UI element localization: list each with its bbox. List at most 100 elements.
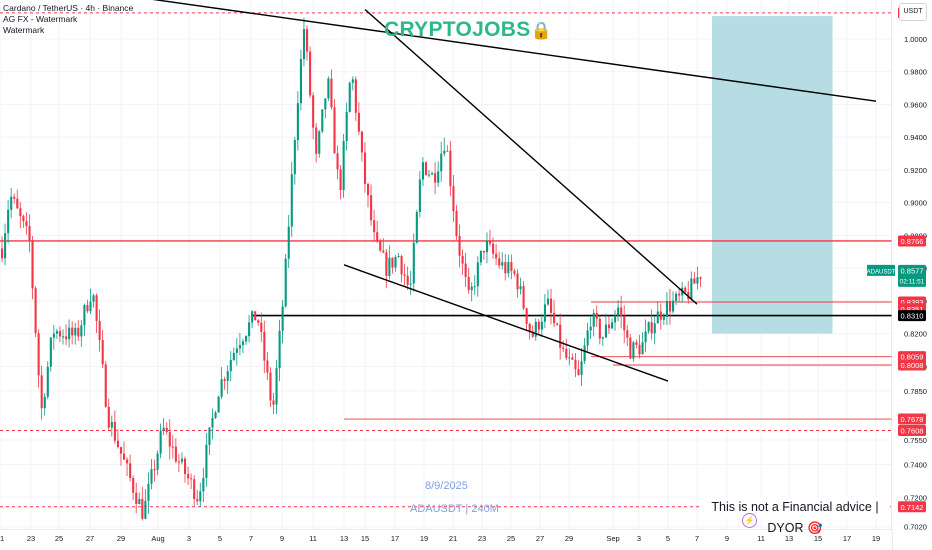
candle-body [565,348,568,358]
candle-body [318,131,321,154]
candle-body [184,458,187,475]
candle-body [348,82,351,112]
candle-body [586,330,589,346]
price-label-text: 0.8008 [901,361,924,370]
candle-body [668,301,672,312]
price-tick-label: 0.7400 [904,461,927,470]
candle-body [336,153,339,170]
candle-body [324,98,327,110]
price-tick-label: 0.9000 [904,199,927,208]
candle-body [577,369,580,376]
candle-body [330,78,333,108]
grid-lines [0,0,892,530]
candle-body [431,173,434,175]
price-label-text: 0.7608 [901,426,924,435]
candle-body [418,179,421,212]
candle-body [598,318,601,339]
price-tick-label: 0.7020 [904,523,927,532]
candle-body [235,348,238,353]
indicator-watermark[interactable]: Watermark [3,25,45,35]
candle-body [583,345,586,362]
candle-body [89,301,92,312]
time-axis[interactable] [0,530,892,550]
price-tick-label: 0.7850 [904,387,927,396]
candle-body [193,479,196,500]
candle-body [665,301,668,317]
candle-body [696,277,699,284]
candle-body [452,186,455,212]
candle-body [617,307,620,316]
candle-body [553,312,556,324]
price-tick-label: 0.7550 [904,436,927,445]
candle-body [123,453,126,460]
price-label-tag [898,501,926,513]
time-tick-label: 23 [27,534,35,543]
candle-body [354,79,357,113]
time-tick-label: 17 [843,534,851,543]
candle-body [101,339,104,365]
candle-body [482,250,485,253]
candle-body [498,258,501,266]
candle-body [13,196,16,199]
candle-body [644,331,647,343]
candle-body [592,313,595,327]
watermark-date: 8/9/2025 [425,480,468,492]
candle-body [220,379,223,397]
candle-body [7,209,10,234]
price-label-tag [898,235,926,247]
candle-body [251,311,254,323]
candle-body [614,315,617,323]
candle-body [629,337,632,359]
candle-body [647,322,650,332]
price-label-text: 0.8059 [901,353,924,362]
candle-body [699,277,702,279]
currency-button[interactable]: USDT [899,3,927,21]
candle-body [543,304,546,322]
time-tick-label: 5 [218,534,222,543]
candle-body [162,427,165,431]
trendline [152,0,877,102]
candle-body [86,305,89,312]
candle-body [306,29,309,52]
candle-body [397,255,400,258]
candle-body [507,262,510,274]
candle-body [376,232,379,241]
candle-body [531,331,534,337]
symbol-title[interactable]: Cardano / TetherUS · 4h · Binance [3,3,134,13]
indicator-ag-fx-watermark[interactable]: AG FX - Watermark [3,14,78,24]
candle-body [202,477,205,492]
candle-body [180,458,184,462]
price-label-tag [898,359,926,371]
candle-body [440,153,443,172]
candle-body [71,327,74,336]
price-label-text: 0.8766 [901,237,924,246]
candle-body [424,162,428,175]
candle-body [534,321,537,337]
candle-body [675,293,678,301]
candle-body [382,250,385,253]
trendline [364,8,698,305]
candle-body [446,150,449,152]
candle-body [245,336,248,342]
time-axis-ticks: 21 23 25 27 29 Aug 3 5 7 9 11 13 15 17 19 21 23 25 27 29 Sep… [0,534,880,543]
candle-body [187,474,190,479]
candle-body [672,300,675,312]
candle-body [37,333,40,376]
price-label-tag [898,413,926,425]
price-label-tag [898,424,926,436]
lightning-icon[interactable]: ⚡ [742,513,757,528]
candle-body [266,360,269,373]
candle-body [80,325,83,337]
candle-body [656,311,659,324]
candle-body [208,427,211,445]
candle-body [150,469,153,484]
candle-body [58,331,62,337]
time-tick-label: 21 [0,534,4,543]
candle-body [168,432,171,447]
candle-body [229,360,232,372]
candle-body [370,195,373,221]
price-label-text: 0.7142 [901,503,924,512]
candle-body [65,336,68,340]
candle-body [550,298,553,313]
